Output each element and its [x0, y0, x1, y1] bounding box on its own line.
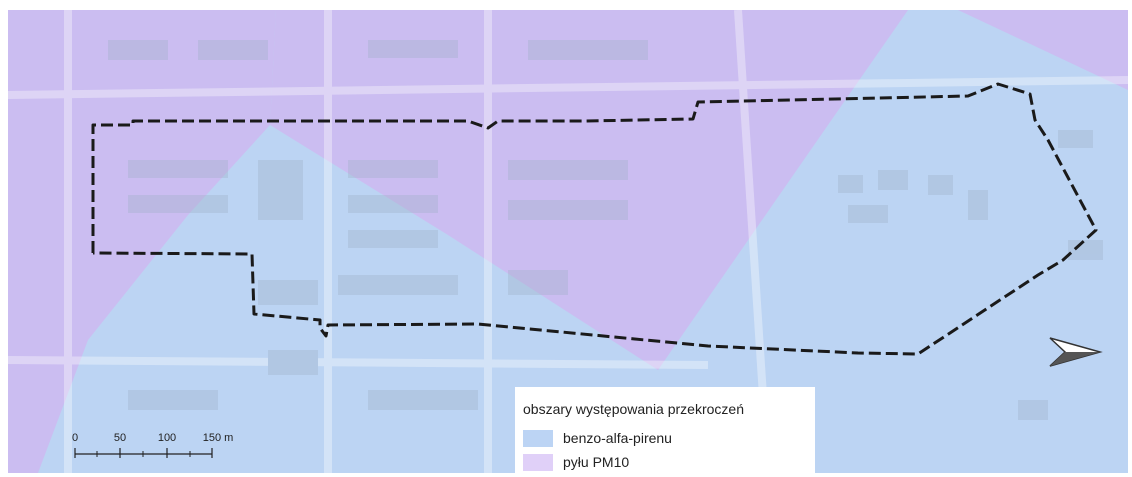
- scale-label-100: 100: [157, 432, 177, 444]
- scale-bar-line: [74, 448, 213, 458]
- legend-swatch-bap: [523, 430, 553, 447]
- legend-swatch-pm10: [523, 454, 553, 471]
- scale-label-0: 0: [71, 432, 79, 444]
- pm10-zone-right: [958, 10, 1128, 90]
- scale-label-50: 50: [113, 432, 127, 444]
- legend: obszary występowania przekroczeń benzo-a…: [515, 387, 815, 477]
- scale-label-150: 150 m: [202, 432, 234, 444]
- map-frame[interactable]: [8, 10, 1128, 473]
- north-arrow-icon: [1045, 330, 1105, 380]
- basemap-features: [8, 10, 1128, 473]
- study-area-boundary[interactable]: [91, 82, 1098, 356]
- legend-label-pm10: pyłu PM10: [563, 454, 630, 470]
- legend-label-bap: benzo-alfa-pirenu: [563, 430, 672, 446]
- map-canvas[interactable]: [8, 10, 1128, 473]
- legend-title: obszary występowania przekroczeń: [523, 401, 744, 417]
- scale-bar: 0 50 100 150 m: [70, 432, 290, 462]
- pm10-zone-left: [8, 10, 276, 473]
